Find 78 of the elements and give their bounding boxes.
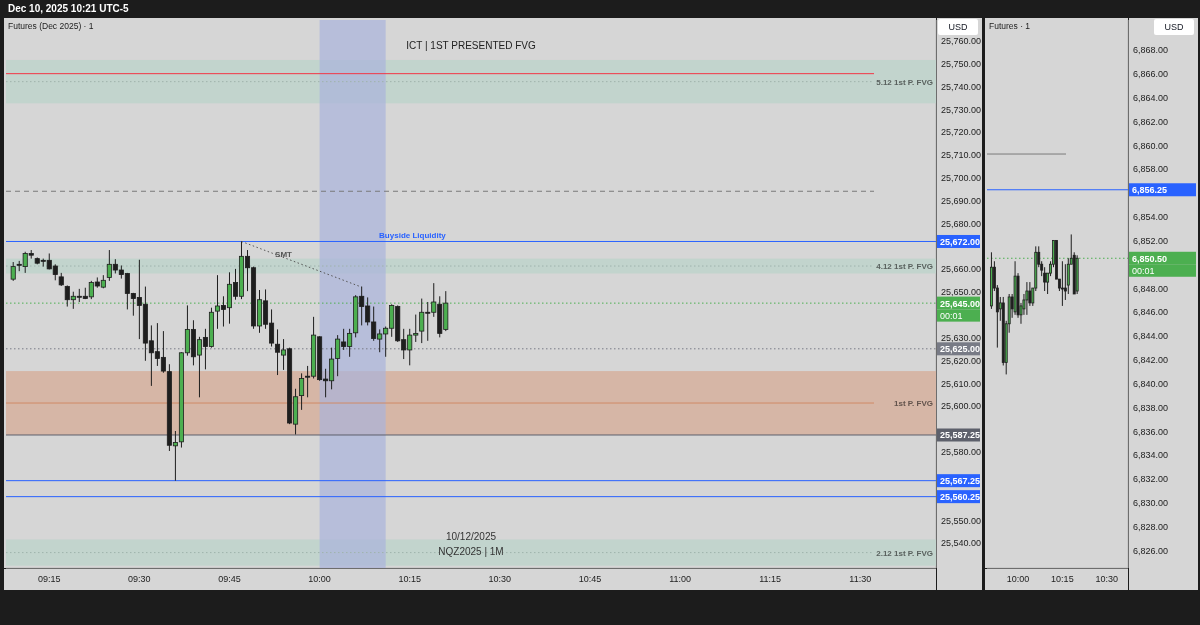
ref-line-label: 25,567.25 (940, 476, 981, 487)
y-tick-label: 6,834.00 (1133, 450, 1169, 461)
y-tick-label: 6,868.00 (1133, 45, 1169, 56)
y-tick-label: 25,690.00 (941, 195, 982, 206)
y-tick-label: 25,620.00 (941, 355, 982, 366)
candlestick (299, 372, 305, 411)
chart-subtitle: Futures · 1 (989, 21, 1031, 31)
x-tick-label: 09:45 (218, 574, 241, 584)
y-tick-label: 6,846.00 (1133, 307, 1169, 318)
band-label: 4.12 1st P. FVG (876, 262, 933, 272)
y-tick-label: 6,826.00 (1133, 545, 1169, 556)
x-tick-label: 10:30 (1095, 574, 1118, 584)
y-tick-label: 25,550.00 (941, 515, 982, 526)
y-tick-label: 25,630.00 (941, 332, 982, 343)
y-tick-label: 6,862.00 (1133, 116, 1169, 127)
ref-line-label: 6,856.25 (1132, 185, 1168, 196)
text: ICT | 1ST PRESENTED FVG (406, 40, 536, 51)
y-tick-label: 25,580.00 (941, 447, 982, 458)
y-tick-label: 25,540.00 (941, 538, 982, 549)
y-tick-label: 6,852.00 (1133, 235, 1169, 246)
x-tick-label: 10:30 (488, 574, 512, 584)
y-tick-label: 25,730.00 (941, 104, 982, 115)
y-tick-label: 6,842.00 (1133, 355, 1169, 366)
text: USD (1164, 22, 1184, 32)
x-tick-label: 10:00 (1006, 574, 1030, 584)
y-tick-label: 25,700.00 (941, 173, 982, 184)
y-tick-label: 25,750.00 (941, 58, 982, 69)
x-tick-label: 09:30 (128, 574, 151, 584)
y-tick-label: 6,832.00 (1133, 474, 1169, 485)
text: Dec 10, 2025 10:21 UTC-5 (8, 3, 130, 14)
y-tick-label: 6,854.00 (1133, 212, 1169, 223)
band-label: 2.12 1st P. FVG (876, 548, 933, 558)
y-tick-label: 6,830.00 (1133, 497, 1169, 508)
y-tick-label: 25,710.00 (941, 150, 982, 161)
ref-line-label: 25,560.25 (940, 492, 981, 503)
x-tick-label: 11:15 (759, 574, 782, 584)
ref-line-label: 6,850.50 (1132, 253, 1168, 264)
y-tick-label: 6,860.00 (1133, 140, 1169, 151)
x-tick-label: 11:30 (849, 574, 872, 584)
ref-line-label: 25,587.25 (940, 430, 981, 441)
y-tick-label: 25,650.00 (941, 287, 982, 298)
annotation: NQZ2025 | 1M (438, 546, 504, 557)
annotation: Buyside Liquidity (379, 231, 447, 241)
y-tick-label: 6,836.00 (1133, 426, 1169, 437)
text: USD (948, 22, 968, 32)
y-tick-label: 25,680.00 (941, 218, 982, 229)
text: 00:01 (1132, 266, 1155, 277)
y-tick-label: 6,844.00 (1133, 331, 1169, 342)
text: 00:01 (940, 311, 963, 322)
y-tick-label: 6,828.00 (1133, 521, 1169, 532)
y-tick-label: 6,866.00 (1133, 69, 1169, 80)
ref-line-label: 25,625.00 (940, 344, 981, 355)
ref-line-label: 25,672.00 (940, 236, 981, 247)
candlestick (10, 261, 16, 282)
y-tick-label: 25,660.00 (941, 264, 982, 275)
band-label: 1st P. FVG (894, 399, 933, 409)
x-tick-label: 10:15 (1051, 574, 1074, 584)
annotation: 10/12/2025 (445, 531, 497, 542)
band-label: 5.12 1st P. FVG (876, 77, 933, 87)
y-tick-label: 25,720.00 (941, 127, 982, 138)
y-tick-label: 25,600.00 (941, 401, 982, 412)
x-tick-label: 10:00 (308, 574, 331, 584)
annotation: SMT (275, 249, 293, 259)
candlestick (1025, 281, 1029, 316)
y-tick-label: 6,858.00 (1133, 164, 1169, 175)
chart-subtitle: Futures (Dec 2025) · 1 (8, 21, 94, 31)
x-tick-label: 11:00 (669, 574, 691, 584)
y-tick-label: 6,848.00 (1133, 283, 1169, 294)
y-tick-label: 25,610.00 (941, 378, 982, 389)
y-tick-label: 6,864.00 (1133, 92, 1169, 103)
y-tick-label: 6,838.00 (1133, 402, 1169, 413)
y-tick-label: 6,840.00 (1133, 378, 1169, 389)
x-tick-label: 10:15 (398, 574, 421, 584)
y-tick-label: 25,760.00 (941, 36, 982, 47)
x-tick-label: 09:15 (37, 574, 61, 584)
x-tick-label: 10:45 (578, 574, 602, 584)
ref-line-label: 25,645.00 (940, 298, 981, 309)
y-tick-label: 25,740.00 (941, 81, 982, 92)
